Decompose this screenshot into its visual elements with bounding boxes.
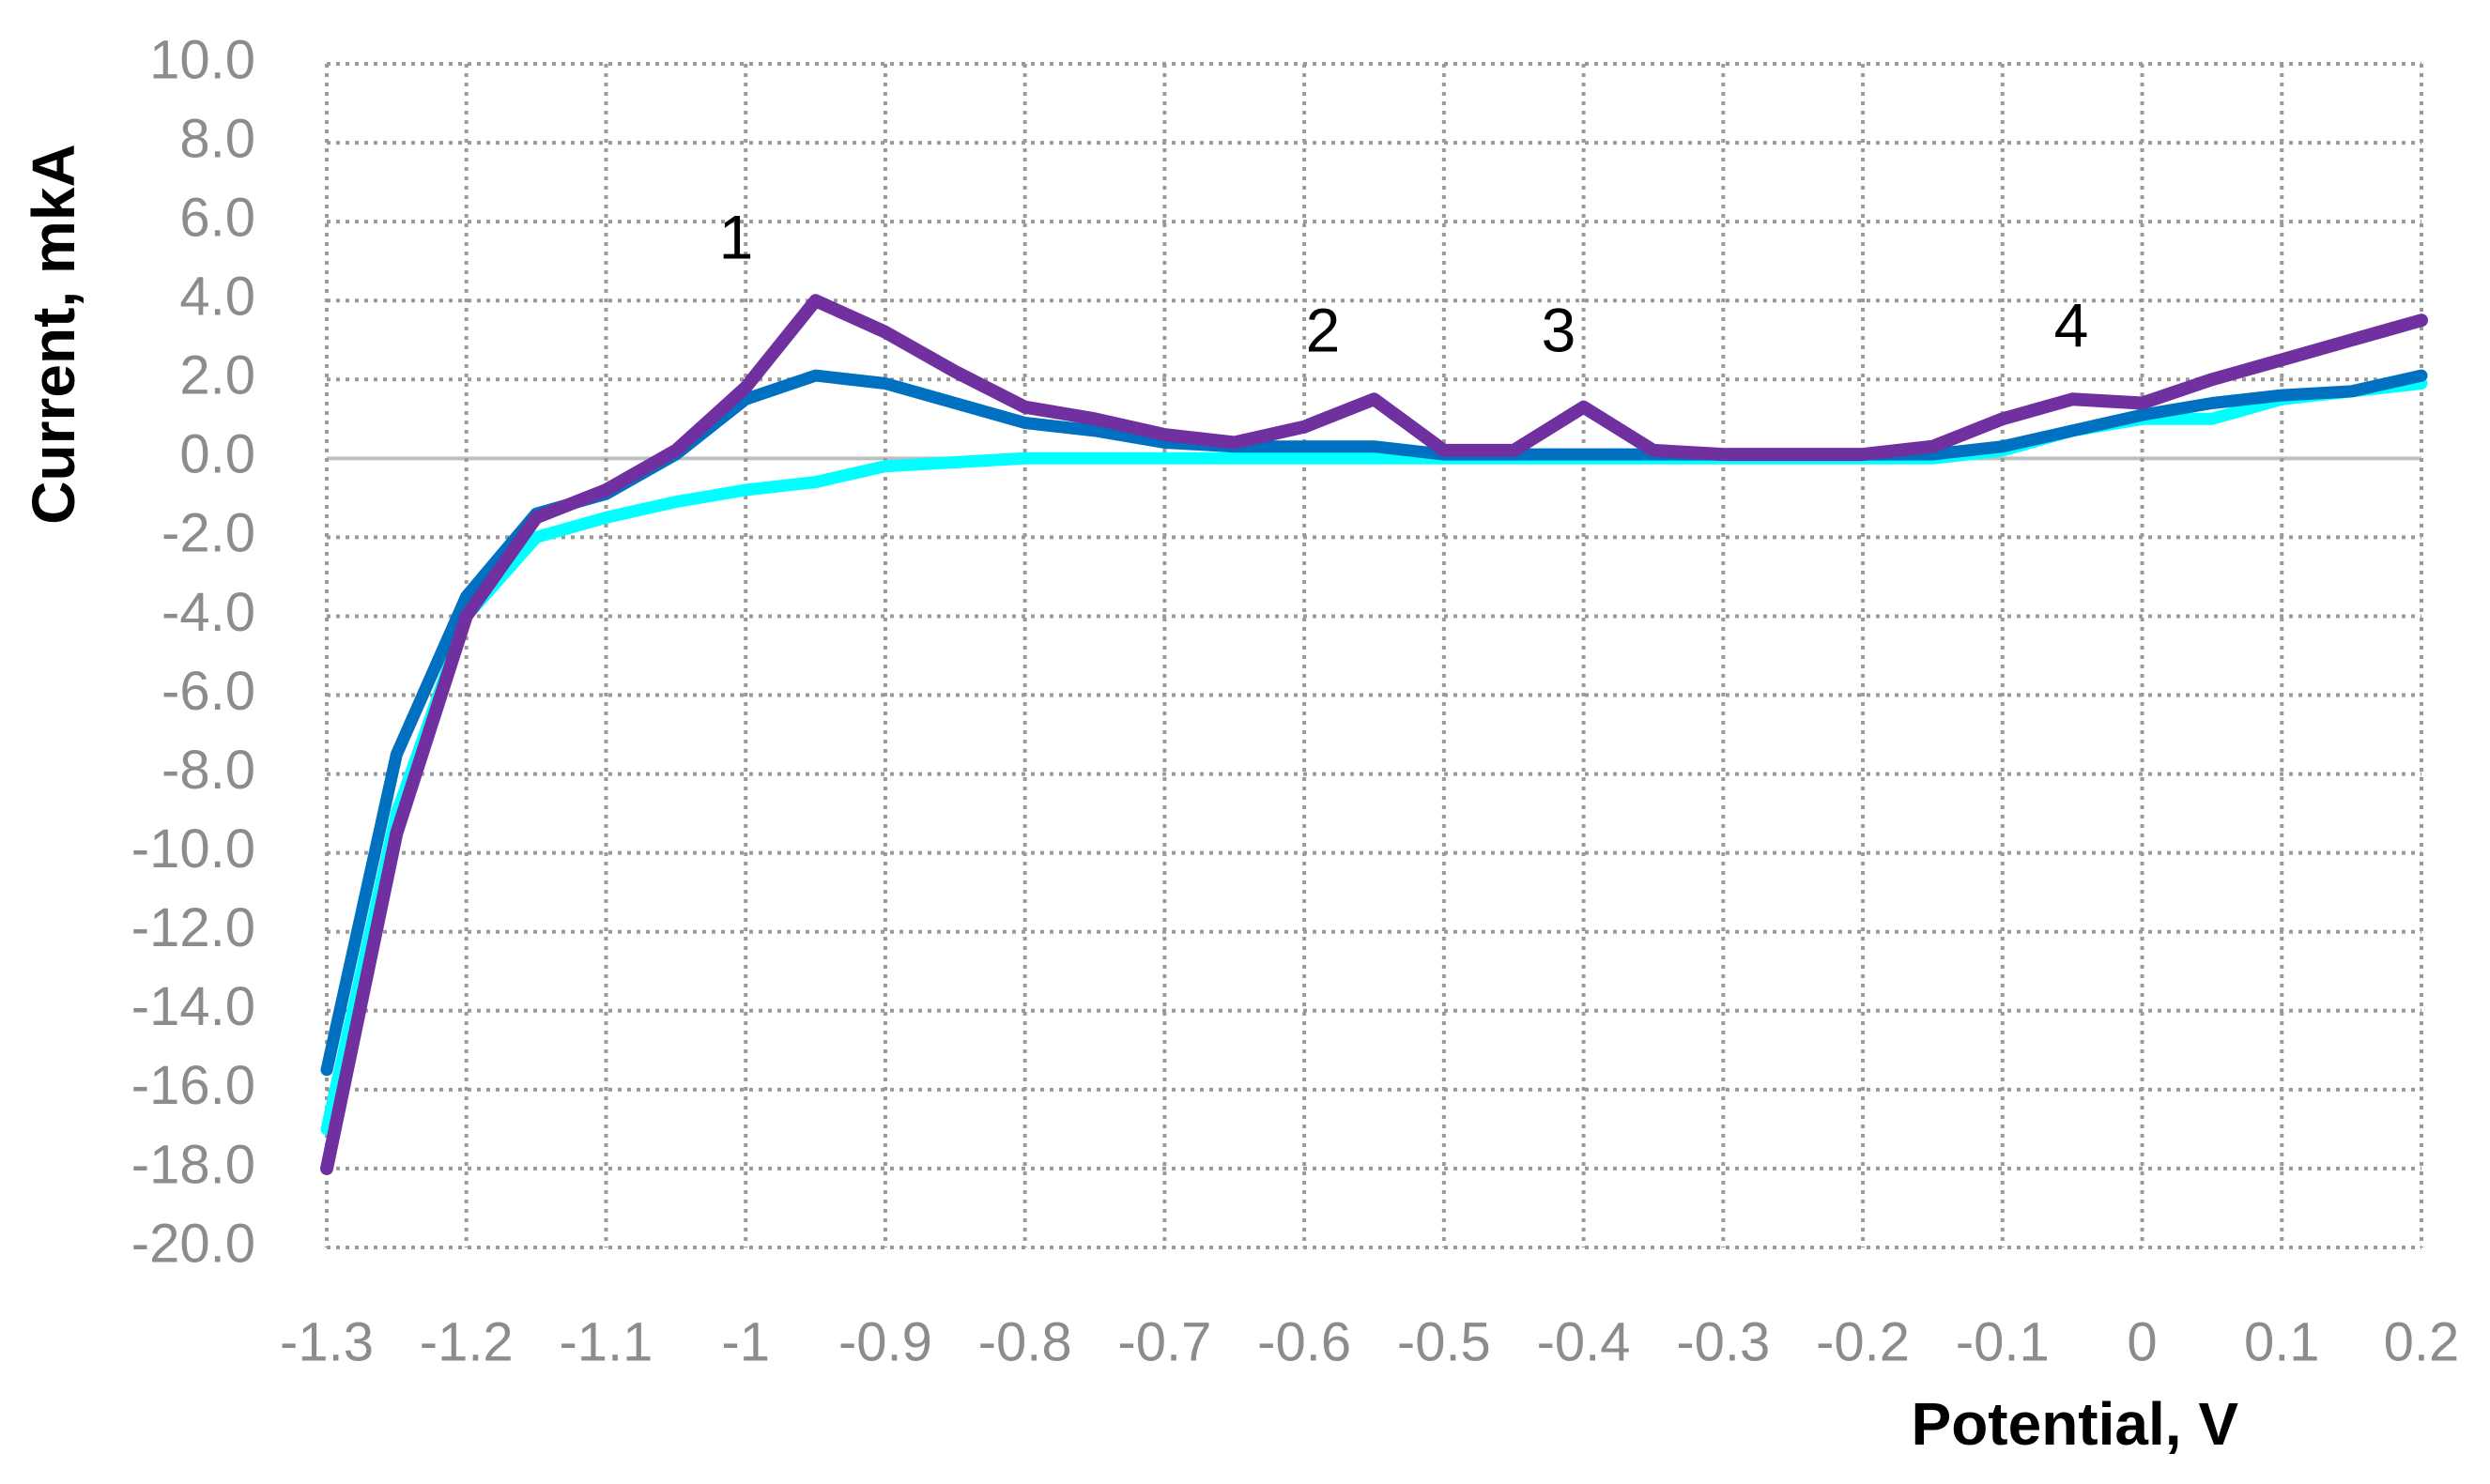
y-tick-label: -14.0 [131,976,255,1037]
y-tick-label: -10.0 [131,818,255,880]
peak-label: 4 [2054,290,2089,360]
y-tick-label: -4.0 [161,582,255,643]
x-tick-label: -1 [721,1311,770,1372]
y-tick-label: 10.0 [149,29,255,90]
x-tick-label: -0.1 [1956,1311,2050,1372]
peak-label: 1 [719,202,754,271]
y-tick-label: 6.0 [179,187,255,248]
y-tick-label: -20.0 [131,1213,255,1274]
series-line [320,369,2428,1077]
y-tick-label: 8.0 [179,108,255,169]
y-tick-label: 0.0 [179,424,255,485]
x-tick-label: -1.1 [559,1311,653,1372]
y-tick-label: 4.0 [179,267,255,328]
peak-label: 2 [1306,295,1341,364]
y-tick-label: -2.0 [161,503,255,564]
x-tick-label: 0.1 [2244,1311,2320,1372]
x-tick-label: -1.3 [280,1311,374,1372]
y-tick-label: 2.0 [179,345,255,406]
x-tick-label: -0.6 [1257,1311,1351,1372]
peak-label: 3 [1542,295,1576,364]
x-tick-label: -0.2 [1816,1311,1910,1372]
x-tick-label: -0.7 [1117,1311,1211,1372]
x-tick-label: -0.8 [978,1311,1072,1372]
x-tick-label: 0 [2127,1311,2157,1372]
x-tick-label: -0.4 [1537,1311,1631,1372]
y-tick-label: -12.0 [131,897,255,958]
x-tick-label: 0.2 [2384,1311,2460,1372]
y-tick-label: -18.0 [131,1134,255,1195]
y-tick-label: -6.0 [161,661,255,722]
x-tick-label: -0.3 [1676,1311,1770,1372]
y-axis-title: Current, mkA [20,144,87,524]
x-tick-label: -0.5 [1397,1311,1491,1372]
series-line [320,377,2428,1136]
x-tick-label: -1.2 [420,1311,514,1372]
x-tick-label: -0.9 [838,1311,932,1372]
series-line [320,294,2428,1175]
y-tick-label: -8.0 [161,740,255,801]
x-axis-title: Potential, V [1912,1390,2239,1458]
y-tick-label: -16.0 [131,1055,255,1116]
